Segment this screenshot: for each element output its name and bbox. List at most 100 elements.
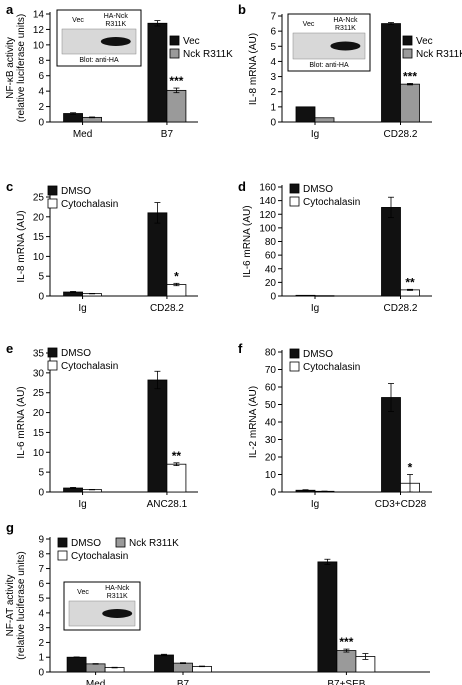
y-tick-label: 10 — [33, 40, 45, 51]
y-axis-label: IL-2 mRNA (AU) — [248, 386, 259, 458]
blot-caption: Blot: anti-HA — [309, 62, 349, 69]
y-tick-label: 60 — [265, 383, 277, 394]
bar — [314, 295, 335, 297]
panel-letter: e — [6, 341, 13, 356]
bar — [317, 561, 338, 673]
bar — [147, 212, 168, 297]
x-tick-label: Ig — [311, 129, 319, 140]
y-tick-label: 25 — [33, 388, 45, 399]
significance-marker: ** — [405, 275, 415, 289]
bar — [66, 656, 87, 673]
x-tick-label: CD28.2 — [384, 129, 418, 140]
y-tick-label: 10 — [33, 448, 45, 459]
bar — [381, 23, 401, 123]
legend-swatch — [47, 185, 58, 196]
y-tick-label: 40 — [265, 264, 277, 275]
significance-marker: * — [174, 269, 179, 283]
significance-marker: *** — [339, 635, 353, 649]
y-tick-label: 2 — [38, 102, 44, 113]
blot-band — [330, 41, 361, 51]
y-tick-label: 6 — [38, 579, 44, 590]
blot-lane-label: R311K — [105, 21, 126, 28]
panel-letter: a — [6, 2, 14, 17]
legend-label: Vec — [416, 36, 433, 47]
blot-band — [100, 37, 131, 46]
x-tick-label: CD28.2 — [150, 303, 184, 314]
legend-swatch — [402, 35, 413, 46]
legend-swatch — [115, 537, 126, 548]
y-tick-label: 120 — [259, 210, 276, 221]
y-tick-label: 4 — [38, 608, 44, 619]
y-axis-label: NF-AT activity — [5, 575, 16, 637]
bar — [166, 284, 187, 297]
y-tick-label: 70 — [265, 365, 277, 376]
bar — [166, 463, 187, 493]
y-tick-label: 6 — [38, 71, 44, 82]
blot-band — [102, 609, 133, 618]
legend-label: Nck R311K — [183, 49, 233, 60]
y-tick-label: 2 — [38, 638, 44, 649]
bar — [63, 113, 83, 123]
x-tick-label: B7+SEB — [327, 679, 365, 685]
y-tick-label: 4 — [38, 87, 44, 98]
y-tick-label: 5 — [38, 594, 44, 605]
blot-lane-label: HA-Nck — [333, 17, 358, 24]
panel-letter: b — [238, 2, 246, 17]
y-tick-label: 5 — [38, 468, 44, 479]
bar — [173, 662, 193, 673]
legend-label: Cytochalasin — [303, 197, 360, 208]
legend-swatch — [402, 48, 413, 59]
legend-label: DMSO — [71, 538, 101, 549]
panel-e: e 0 5 10 15 20 25 30 35 IL-6 mRNA (AU) Ig ANC28.1 **… — [6, 341, 198, 510]
y-tick-label: 80 — [265, 237, 277, 248]
bar — [147, 379, 168, 493]
panel-letter: g — [6, 520, 14, 535]
panel-f: f 0 10 20 30 40 50 60 70 80 IL-2 mRNA (AU) Ig CD3+CD… — [238, 341, 432, 510]
y-tick-label: 50 — [265, 400, 277, 411]
y-tick-label: 0 — [270, 292, 276, 303]
y-axis-label: (relative luciferase units) — [16, 14, 27, 122]
y-tick-label: 100 — [259, 223, 276, 234]
y-tick-label: 2 — [270, 87, 276, 98]
significance-marker: *** — [169, 74, 183, 88]
panel-c: c 0 5 10 15 20 25 IL-8 mRNA (AU) Ig CD28.2 * DMSO Cy… — [6, 179, 198, 314]
significance-marker: * — [408, 461, 413, 475]
bar — [147, 22, 168, 123]
y-axis-label: IL-8 mRNA (AU) — [248, 33, 259, 105]
x-tick-label: ANC28.1 — [147, 499, 188, 510]
y-tick-label: 30 — [265, 435, 277, 446]
bar — [295, 294, 316, 297]
panel-b: b 0 1 2 3 4 5 6 7 IL-8 mRNA (AU) Ig CD28.2 *** Vec Nck… — [238, 2, 462, 140]
y-tick-label: 40 — [265, 418, 277, 429]
legend-label: DMSO — [61, 348, 91, 359]
panel-d: d 0 20 40 60 80 100 120 140 160 IL-6 mRNA (AU) Ig CD… — [238, 179, 432, 314]
legend-swatch — [47, 347, 58, 358]
significance-marker: ** — [172, 449, 182, 463]
bar — [154, 654, 174, 673]
y-tick-label: 7 — [270, 12, 276, 23]
blot-lane-label: R311K — [107, 593, 128, 600]
legend-label: Cytochalasin — [61, 199, 118, 210]
legend-label: DMSO — [303, 349, 333, 360]
y-tick-label: 4 — [270, 57, 276, 68]
y-tick-label: 14 — [33, 10, 45, 21]
y-tick-label: 10 — [265, 470, 277, 481]
significance-marker: *** — [403, 69, 417, 83]
legend-swatch — [169, 48, 180, 59]
blot-lane-label: HA-Nck — [105, 585, 130, 592]
y-tick-label: 12 — [33, 25, 45, 36]
y-tick-label: 5 — [38, 272, 44, 283]
legend-swatch — [47, 360, 58, 371]
x-tick-label: Med — [73, 129, 92, 140]
y-tick-label: 0 — [38, 488, 44, 499]
y-tick-label: 15 — [33, 232, 45, 243]
blot-caption: Blot: anti-HA — [79, 57, 119, 64]
y-tick-label: 80 — [265, 348, 277, 359]
x-tick-label: Ig — [311, 303, 319, 314]
bar — [192, 665, 212, 673]
legend-swatch — [289, 183, 300, 194]
legend-label: Cytochalasin — [71, 551, 128, 562]
